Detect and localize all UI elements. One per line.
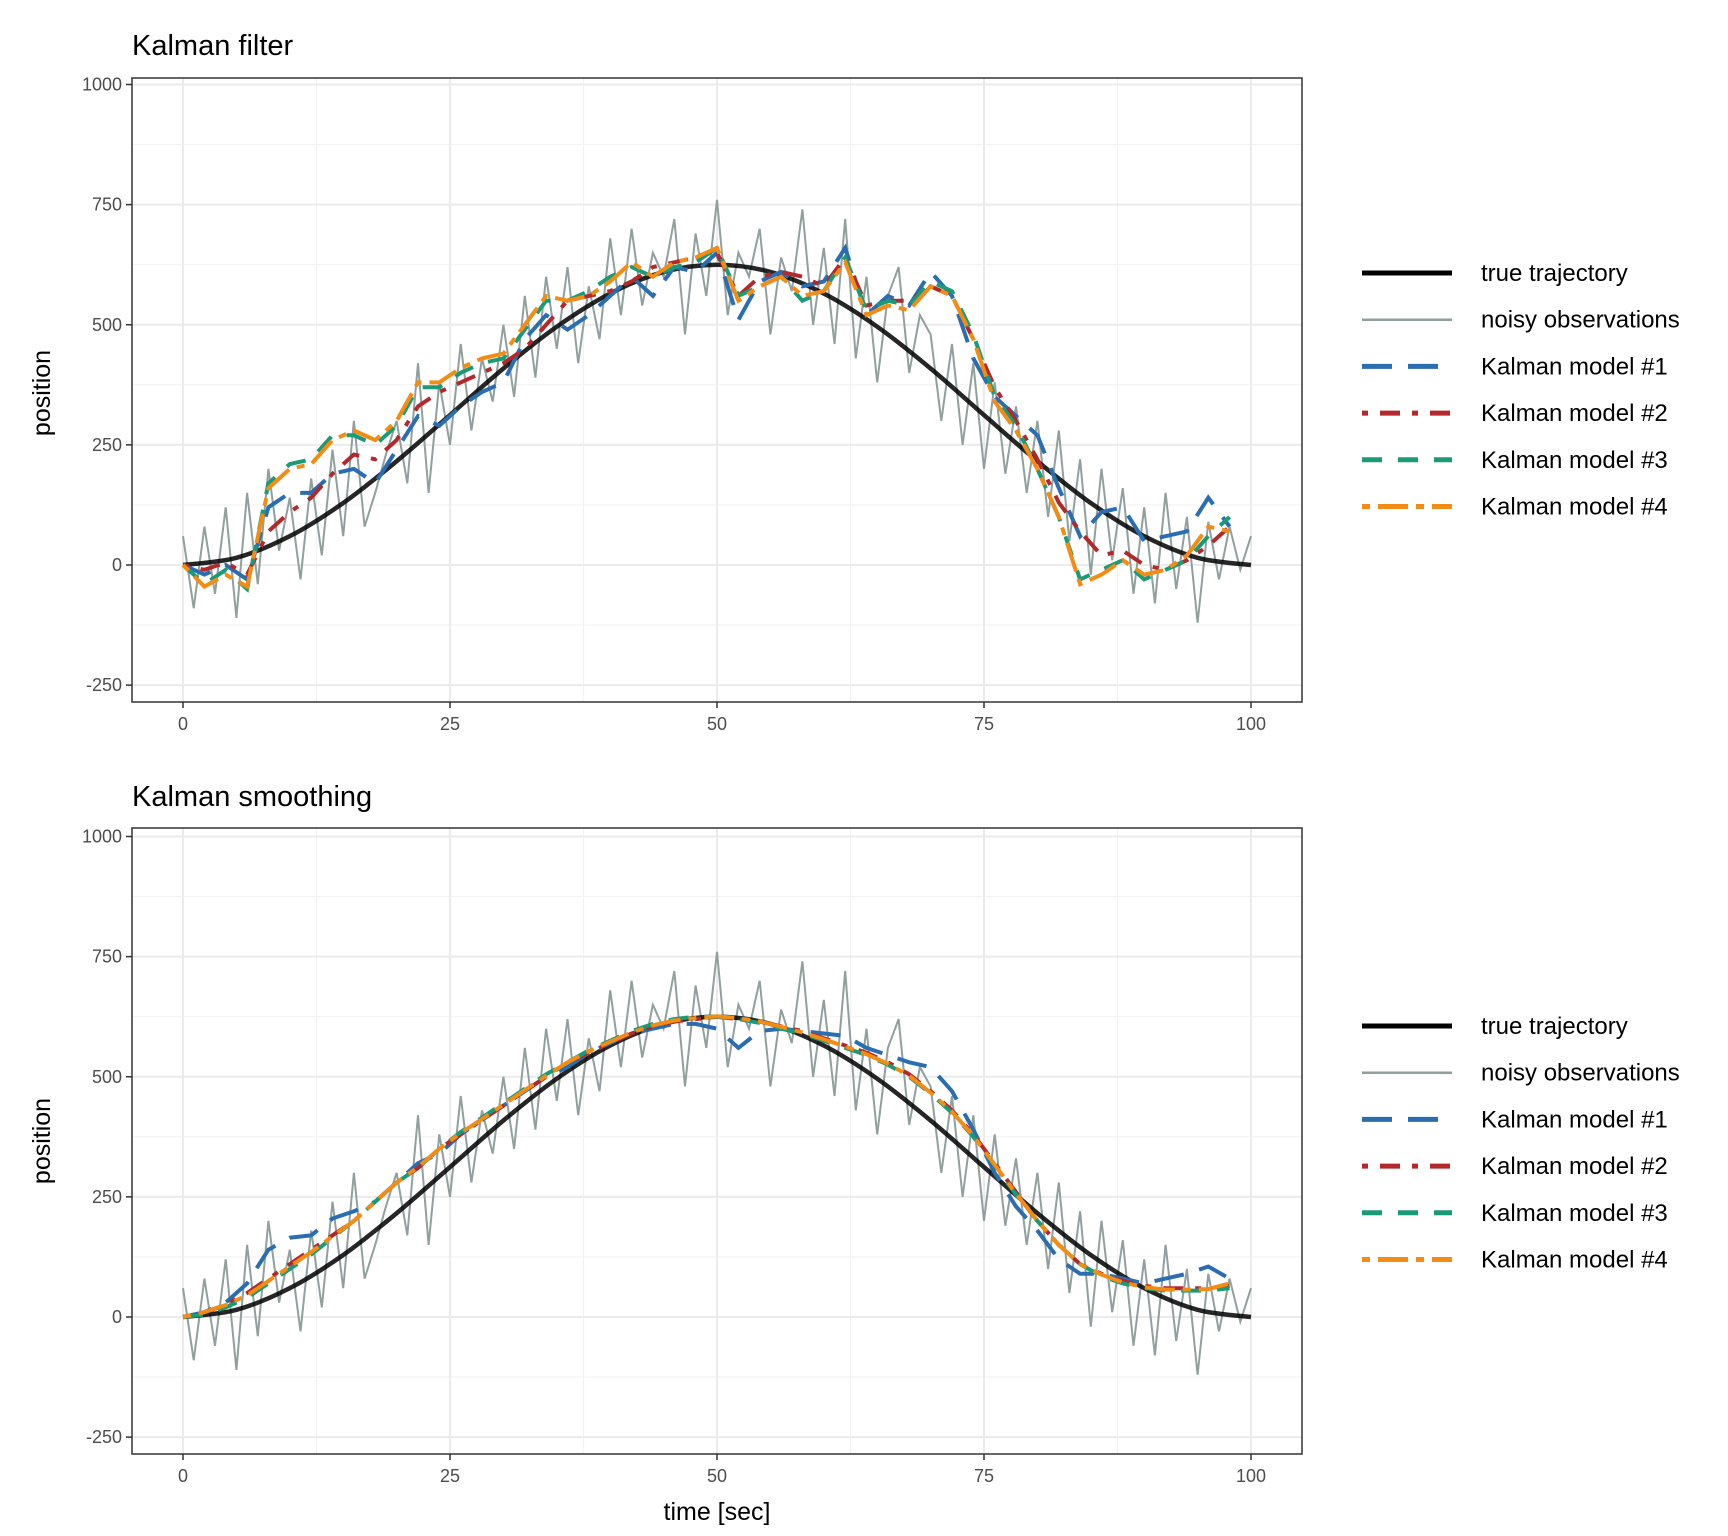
panel-kalman-smoothing: Kalman smoothing position time [sec] 0 25… bbox=[28, 781, 1680, 1526]
legend: true trajectory noisy observations Kalman … bbox=[1362, 260, 1680, 521]
legend-label: Kalman model #2 bbox=[1481, 1153, 1668, 1180]
legend-label: Kalman model #3 bbox=[1481, 1200, 1668, 1227]
x-tick-label: 75 bbox=[974, 1466, 994, 1486]
y-tick-label: -250 bbox=[86, 675, 122, 695]
y-tick-label: 500 bbox=[92, 1067, 122, 1087]
legend-label: true trajectory bbox=[1481, 1013, 1628, 1040]
series-true-trajectory bbox=[182, 262, 1252, 568]
y-axis-label: position bbox=[28, 1098, 56, 1184]
legend-item: Kalman model #4 bbox=[1362, 494, 1668, 521]
series-kalman-model-1 bbox=[182, 243, 1232, 583]
panel-title: Kalman smoothing bbox=[132, 781, 372, 813]
y-tick-label: 250 bbox=[92, 435, 122, 455]
y-tick-label: 1000 bbox=[82, 827, 122, 847]
y-tick-label: 0 bbox=[112, 555, 122, 575]
legend-item: true trajectory bbox=[1362, 260, 1628, 287]
x-tick-label: 0 bbox=[178, 1466, 188, 1486]
panel-kalman-filter: Kalman filter position 0 25 50 75 100 -250 0 25… bbox=[28, 30, 1680, 734]
legend-item: noisy observations bbox=[1362, 1060, 1680, 1087]
y-tick-label: -250 bbox=[86, 1427, 122, 1447]
legend-label: Kalman model #1 bbox=[1481, 1106, 1668, 1133]
y-tick-label: 1000 bbox=[82, 75, 122, 95]
y-tick-label: 750 bbox=[92, 195, 122, 215]
legend-item: Kalman model #1 bbox=[1362, 1106, 1668, 1133]
series-kalman-model-1 bbox=[182, 1021, 1231, 1319]
legend-label: noisy observations bbox=[1481, 307, 1680, 334]
legend: true trajectory noisy observations Kalman … bbox=[1362, 1013, 1680, 1274]
x-tick-label: 100 bbox=[1236, 1466, 1266, 1486]
legend-item: Kalman model #3 bbox=[1362, 447, 1668, 474]
y-tick-label: 0 bbox=[112, 1307, 122, 1327]
x-tick-label: 25 bbox=[440, 714, 460, 734]
y-axis-label: position bbox=[28, 350, 56, 436]
legend-item: Kalman model #2 bbox=[1362, 400, 1668, 427]
legend-item: Kalman model #2 bbox=[1362, 1153, 1668, 1180]
legend-item: noisy observations bbox=[1362, 307, 1680, 334]
series-kalman-model-4 bbox=[181, 245, 1231, 590]
legend-item: Kalman model #1 bbox=[1362, 353, 1668, 380]
y-tick-label: 750 bbox=[92, 947, 122, 967]
legend-item: true trajectory bbox=[1362, 1013, 1628, 1040]
legend-item: Kalman model #4 bbox=[1362, 1247, 1668, 1274]
panel-title: Kalman filter bbox=[132, 30, 294, 62]
legend-label: Kalman model #2 bbox=[1481, 400, 1668, 427]
series-kalman-model-4 bbox=[182, 1014, 1231, 1319]
panel-border bbox=[131, 827, 1303, 1455]
x-tick-label: 50 bbox=[707, 714, 727, 734]
y-tick-label: 500 bbox=[92, 315, 122, 335]
y-tick-label: 250 bbox=[92, 1187, 122, 1207]
legend-item: Kalman model #3 bbox=[1362, 1200, 1668, 1227]
legend-label: true trajectory bbox=[1481, 260, 1628, 287]
legend-label: Kalman model #4 bbox=[1481, 1247, 1668, 1274]
legend-label: Kalman model #3 bbox=[1481, 447, 1668, 474]
x-tick-label: 25 bbox=[440, 1466, 460, 1486]
x-tick-label: 100 bbox=[1236, 714, 1266, 734]
legend-label: noisy observations bbox=[1481, 1060, 1680, 1087]
legend-label: Kalman model #1 bbox=[1481, 353, 1668, 380]
x-tick-label: 0 bbox=[178, 714, 188, 734]
x-tick-label: 50 bbox=[707, 1466, 727, 1486]
x-tick-label: 75 bbox=[974, 714, 994, 734]
series-kalman-model-2 bbox=[182, 250, 1231, 578]
legend-label: Kalman model #4 bbox=[1481, 494, 1668, 521]
panel-border bbox=[131, 77, 1303, 703]
x-axis-label: time [sec] bbox=[664, 1498, 771, 1526]
